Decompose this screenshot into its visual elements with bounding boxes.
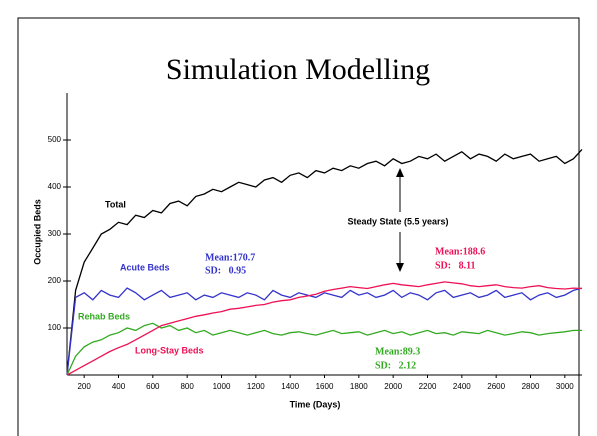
- arrow-head: [396, 168, 404, 177]
- y-tick-label: 300: [48, 229, 62, 238]
- annotation: Steady State (5.5 years): [347, 216, 448, 226]
- x-tick-label: 2200: [419, 382, 437, 391]
- x-tick-label: 2800: [522, 382, 540, 391]
- x-tick-label: 2400: [453, 382, 471, 391]
- x-tick-label: 800: [180, 382, 194, 391]
- x-tick-label: 2000: [384, 382, 402, 391]
- y-tick-label: 200: [48, 276, 62, 285]
- series-line: [66, 148, 583, 376]
- series-label: Total: [105, 199, 126, 209]
- x-tick-label: 1200: [247, 382, 265, 391]
- annotation: SD: 0.95: [205, 265, 246, 276]
- x-tick-label: 600: [146, 382, 160, 391]
- y-tick-label: 400: [48, 182, 62, 191]
- x-tick-label: 1000: [213, 382, 231, 391]
- annotation: Mean:188.6: [435, 246, 485, 257]
- x-tick-label: 2600: [487, 382, 505, 391]
- x-tick-label: 400: [112, 382, 126, 391]
- annotation: SD: 8.11: [435, 260, 476, 271]
- y-axis-label: Occupied Beds: [32, 199, 42, 265]
- x-tick-label: 1800: [350, 382, 368, 391]
- x-tick-label: 1400: [281, 382, 299, 391]
- series-line: [66, 322, 582, 376]
- y-tick-label: 100: [48, 323, 62, 332]
- annotation: SD: 2.12: [375, 360, 416, 371]
- annotation: Mean:89.3: [375, 346, 420, 357]
- series-line: [66, 281, 583, 376]
- x-tick-label: 1600: [316, 382, 334, 391]
- x-tick-label: 200: [77, 382, 91, 391]
- x-axis-label: Time (Days): [290, 399, 341, 409]
- series-label: Long-Stay Beds: [135, 345, 204, 355]
- slide-border: [17, 17, 580, 436]
- annotation: Mean:170.7: [205, 252, 255, 263]
- series-label: Rehab Beds: [78, 311, 130, 321]
- series-line: [66, 287, 583, 376]
- chart-title: Simulation Modelling: [166, 53, 430, 86]
- x-tick-label: 3000: [556, 382, 574, 391]
- arrow-head: [396, 263, 404, 272]
- series-label: Acute Beds: [120, 262, 170, 272]
- y-tick-label: 500: [48, 135, 62, 144]
